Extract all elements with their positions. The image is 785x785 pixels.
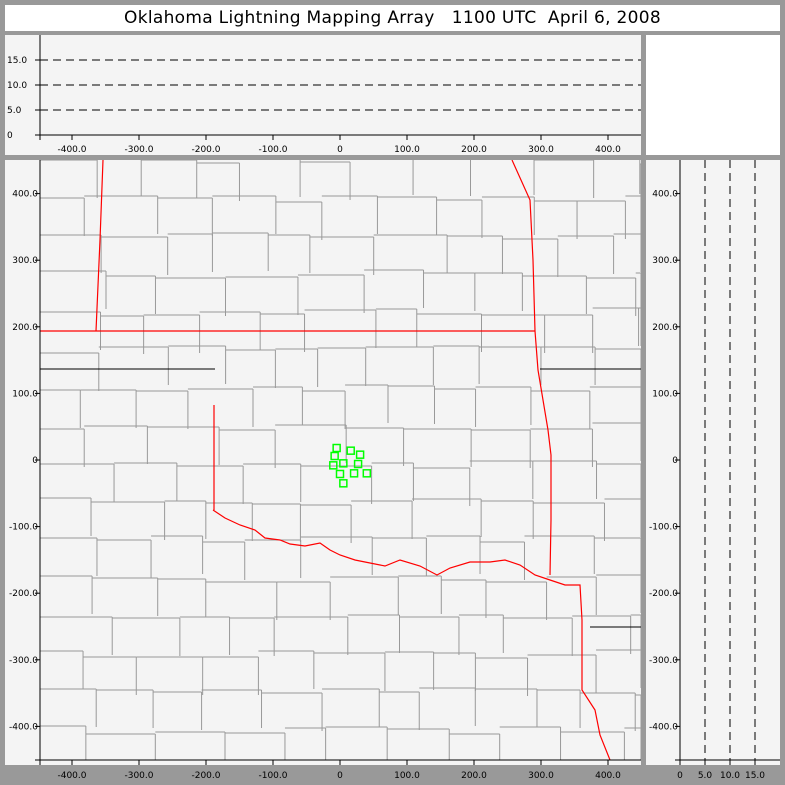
- y-tick-label: 10.0: [7, 81, 27, 91]
- red-river-border: [212, 509, 611, 760]
- y-tick-label: 300.0: [652, 256, 678, 266]
- lightning-source-marker: [355, 450, 365, 459]
- y-tick-label: 5.0: [7, 106, 22, 116]
- y-tick-label: 0: [7, 131, 13, 141]
- lightning-source-marker: [339, 479, 348, 488]
- blank-panel: [646, 35, 780, 155]
- lightning-source-marker: [339, 459, 348, 468]
- x-tick-label: 100.0: [394, 145, 420, 155]
- plan-view-panel: [5, 160, 641, 765]
- axes: 0 5.0 10.0 15.0 -400.0 -300.0 -200.0 -100.0 0 100…: [7, 35, 780, 781]
- y-tick-label: -200.0: [9, 589, 38, 599]
- x-tick-label: -300.0: [124, 145, 153, 155]
- y-tick-label: -100.0: [649, 523, 678, 533]
- x-tick-label: 15.0: [745, 771, 765, 781]
- x-tick-label: 5.0: [698, 771, 713, 781]
- y-tick-label: 400.0: [12, 190, 38, 200]
- x-tick-label: 300.0: [528, 145, 554, 155]
- lightning-source-marker: [335, 469, 345, 479]
- lightning-source-marker: [332, 443, 341, 453]
- x-tick-label: 100.0: [394, 771, 420, 781]
- colorado-kansas-border: [95, 160, 104, 332]
- x-tick-label: -200.0: [191, 145, 220, 155]
- y-tick-label: 100.0: [12, 389, 38, 399]
- y-tick-label: 15.0: [7, 56, 27, 66]
- y-tick-label: 200.0: [12, 323, 38, 333]
- lightning-source-marker: [330, 451, 339, 461]
- y-tick-label: 100.0: [652, 389, 678, 399]
- x-tick-label: 0: [337, 771, 343, 781]
- lightning-source-marker: [349, 469, 359, 478]
- lightning-sources: [329, 443, 372, 488]
- x-tick-label: 0: [337, 145, 343, 155]
- altitude-x-panel: [5, 35, 641, 155]
- x-tick-label: -400.0: [57, 771, 86, 781]
- x-tick-label: 0: [677, 771, 683, 781]
- x-tick-label: 400.0: [595, 771, 621, 781]
- state-borders: [40, 160, 641, 760]
- y-tick-label: -300.0: [9, 656, 38, 666]
- chart-title: Oklahoma Lightning Mapping Array 1100 UT…: [5, 5, 780, 31]
- x-tick-label: 400.0: [595, 145, 621, 155]
- lightning-source-marker: [329, 461, 338, 470]
- x-tick-label: -100.0: [258, 145, 287, 155]
- missouri-border: [511, 160, 552, 576]
- x-tick-label: 300.0: [528, 771, 554, 781]
- y-tick-label: 0: [32, 456, 38, 466]
- x-tick-label: 200.0: [461, 771, 487, 781]
- y-tick-label: 400.0: [652, 190, 678, 200]
- x-tick-label: 10.0: [720, 771, 740, 781]
- county-borders: [40, 160, 641, 760]
- y-tick-label: -200.0: [649, 589, 678, 599]
- y-tick-label: 200.0: [652, 323, 678, 333]
- x-tick-label: -300.0: [124, 771, 153, 781]
- x-tick-label: 200.0: [461, 145, 487, 155]
- dashed-gridlines: [40, 59, 756, 760]
- x-tick-label: -400.0: [57, 145, 86, 155]
- y-tick-label: -100.0: [9, 523, 38, 533]
- y-tick-label: 0: [672, 456, 678, 466]
- y-tick-label: 300.0: [12, 256, 38, 266]
- lightning-source-marker: [353, 459, 363, 469]
- lightning-source-marker: [346, 446, 355, 455]
- altitude-y-panel: [646, 160, 780, 765]
- y-tick-label: -300.0: [649, 656, 678, 666]
- x-tick-label: -100.0: [258, 771, 287, 781]
- y-tick-label: -400.0: [649, 722, 678, 732]
- lightning-source-marker: [362, 469, 372, 478]
- x-tick-label: -200.0: [191, 771, 220, 781]
- y-tick-label: -400.0: [9, 722, 38, 732]
